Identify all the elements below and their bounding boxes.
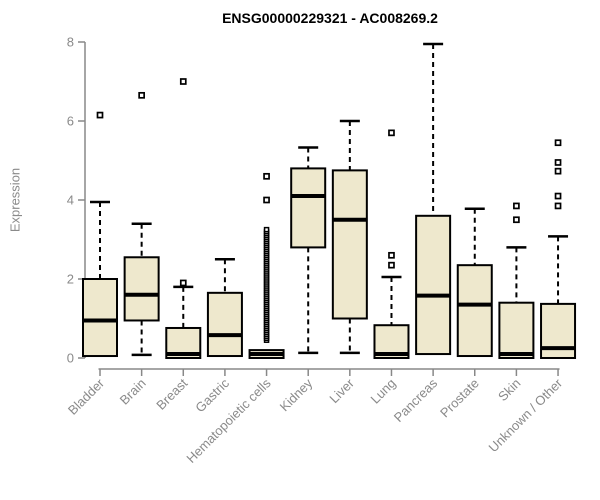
outlier-brain [138, 91, 145, 99]
outlier-dense-hematopoietic-cells [263, 226, 270, 233]
x-tick-label: Pancreas [391, 375, 441, 425]
outlier-hematopoietic-cells [263, 196, 270, 204]
x-tick-label: Skin [495, 376, 523, 404]
box-kidney [290, 167, 327, 249]
chart-title: ENSG00000229321 - AC008269.2 [222, 10, 438, 26]
outlier-skin [513, 202, 520, 210]
box-bladder [82, 278, 118, 358]
outlier-unknown-other [554, 192, 562, 200]
y-tick-label: 4 [67, 193, 74, 208]
outlier-breast [179, 78, 187, 85]
outlier-lung [388, 251, 395, 259]
x-tick-label: Breast [153, 375, 190, 412]
x-tick-label: Gastric [192, 375, 232, 415]
x-tick-label: Prostate [437, 376, 482, 421]
box-pancreas [415, 214, 452, 356]
y-tick-label: 8 [67, 35, 74, 50]
outlier-breast [179, 279, 187, 287]
x-tick-label: Unknown / Other [486, 375, 566, 455]
y-tick-label: 2 [67, 272, 74, 287]
x-tick-label: Brain [117, 376, 149, 408]
x-tick-label: Kidney [277, 375, 316, 414]
outlier-lung [388, 129, 395, 137]
outlier-skin [513, 216, 520, 224]
outlier-bladder [96, 111, 104, 119]
outlier-lung [388, 261, 395, 269]
box-prostate [456, 264, 493, 358]
outlier-unknown-other [554, 167, 562, 175]
box-liver [331, 169, 368, 320]
y-tick-label: 0 [67, 351, 74, 366]
outlier-hematopoietic-cells [263, 172, 270, 180]
box-brain [123, 256, 160, 322]
box-gastric [206, 291, 243, 358]
outlier-unknown-other [554, 202, 562, 210]
x-tick-label: Liver [326, 375, 357, 406]
x-tick-label: Lung [368, 376, 399, 407]
y-tick-label: 6 [67, 114, 74, 129]
x-tick-label: Bladder [65, 375, 108, 418]
box-skin [498, 301, 535, 360]
outlier-unknown-other [554, 139, 562, 147]
outlier-unknown-other [554, 159, 562, 166]
